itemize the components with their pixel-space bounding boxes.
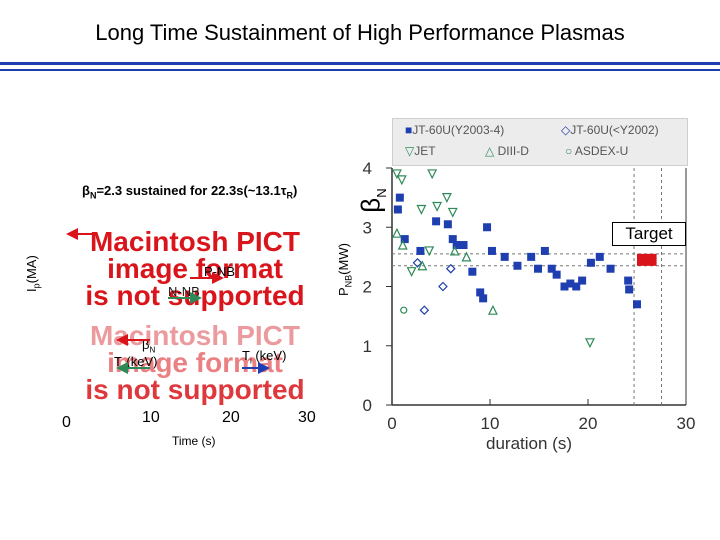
- data-point-triangle-down: [391, 169, 402, 180]
- data-point-diamond: [412, 257, 423, 268]
- data-point-square: [443, 220, 452, 229]
- title-underline: [0, 62, 720, 65]
- data-point-triangle-down: [396, 175, 407, 186]
- data-point-square: [633, 300, 641, 309]
- slide-title: Long Time Sustainment of High Performanc…: [95, 20, 625, 45]
- x-tick-label: 0: [387, 414, 396, 433]
- data-point-square: [578, 276, 587, 285]
- pict-placeholder-top: Macintosh PICT image format is not suppo…: [85, 226, 305, 311]
- ti-legend-label: Ti (keV): [242, 348, 287, 366]
- data-point-square: [547, 264, 556, 273]
- data-point-square: [540, 246, 549, 255]
- data-point-diamond: [445, 263, 456, 274]
- data-point-square: [400, 235, 409, 244]
- data-point-diamond: [438, 281, 448, 292]
- data-point-triangle-up: [487, 304, 498, 315]
- diamond-marker-icon: ◇: [561, 123, 571, 137]
- target-annotation: Target: [612, 222, 686, 246]
- data-point-triangle-down: [432, 201, 443, 212]
- data-point-square: [534, 264, 543, 273]
- data-point-square: [606, 264, 615, 273]
- left-x-tick-20: 20: [222, 409, 240, 426]
- data-point-square: [393, 205, 402, 214]
- data-point-triangle-down: [447, 207, 458, 218]
- data-point-square: [572, 282, 581, 291]
- left-x-tick-10: 10: [142, 409, 160, 426]
- data-point-circle: [400, 306, 408, 314]
- data-point-square: [459, 241, 468, 250]
- data-point-square: [432, 217, 441, 226]
- data-point-square: [500, 252, 509, 261]
- data-point-square: [468, 267, 477, 276]
- data-point-square: [452, 241, 461, 250]
- data-point-triangle-up: [461, 251, 472, 262]
- data-point-square: [595, 252, 604, 261]
- data-point-square: [552, 270, 561, 279]
- y-tick-label: 4: [363, 159, 372, 178]
- left-x-tick-0: 0: [62, 414, 71, 431]
- data-point-triangle-down: [416, 204, 427, 215]
- left-x-label: Time (s): [172, 434, 216, 448]
- title-underline-thin: [0, 69, 720, 71]
- betaN-legend-label: βN: [142, 337, 156, 355]
- data-point-square: [487, 246, 496, 255]
- data-point-square: [560, 282, 569, 291]
- legend-jt60u-old: ◇JT-60U(<Y2002): [561, 123, 659, 137]
- y-axis-label: βN: [355, 188, 389, 213]
- beta-caption: βN=2.3 sustained for 22.3s(~13.1τR): [82, 183, 298, 201]
- y-tick-label: 3: [363, 218, 372, 237]
- data-point-triangle-down: [424, 246, 435, 257]
- data-point-triangle-down: [406, 267, 417, 278]
- triangle-up-marker-icon: △: [485, 144, 495, 158]
- data-point-diamond: [419, 305, 430, 316]
- legend-jet: ▽JET: [405, 144, 436, 158]
- data-point-square: [448, 235, 457, 244]
- x-tick-label: 30: [677, 414, 696, 433]
- data-point-square: [476, 288, 485, 297]
- data-point-triangle-up: [417, 260, 428, 271]
- target-bar: [637, 253, 657, 266]
- data-point-square: [527, 252, 536, 261]
- data-point-square: [395, 193, 404, 202]
- circle-marker-icon: ○: [565, 144, 573, 158]
- y-tick-label: 0: [363, 396, 372, 415]
- data-point-triangle-down: [584, 338, 595, 349]
- y-tick-label: 2: [363, 278, 372, 297]
- data-point-square: [513, 261, 522, 270]
- data-point-square: [483, 223, 492, 232]
- data-point-triangle-down: [427, 169, 438, 180]
- y-tick-label: 1: [363, 337, 372, 356]
- data-point-triangle-up: [397, 239, 408, 250]
- square-marker-icon: ■: [405, 123, 413, 137]
- data-point-square: [479, 294, 488, 303]
- triangle-down-marker-icon: ▽: [405, 144, 415, 158]
- x-tick-label: 10: [481, 414, 500, 433]
- left-x-tick-30: 30: [298, 409, 316, 426]
- data-point-triangle-up: [391, 227, 402, 238]
- x-axis-label: duration (s): [486, 434, 572, 453]
- legend-asdex-u: ○ ASDEX-U: [565, 144, 629, 158]
- data-point-square: [625, 285, 634, 294]
- legend-jt60u-new: ■JT-60U(Y2003-4): [405, 123, 505, 137]
- data-point-triangle-up: [449, 245, 460, 256]
- legend-diii-d: △ DIII-D: [485, 144, 529, 158]
- pnb-legend-label: P-NB: [204, 264, 236, 279]
- data-point-square: [416, 246, 425, 255]
- data-point-triangle-down: [441, 193, 452, 203]
- chart-legend: ■JT-60U(Y2003-4) ◇JT-60U(<Y2002) ▽JET △ …: [392, 118, 688, 166]
- x-tick-label: 20: [579, 414, 598, 433]
- data-point-square: [624, 276, 633, 285]
- data-point-square: [566, 279, 575, 288]
- data-point-square: [586, 258, 595, 267]
